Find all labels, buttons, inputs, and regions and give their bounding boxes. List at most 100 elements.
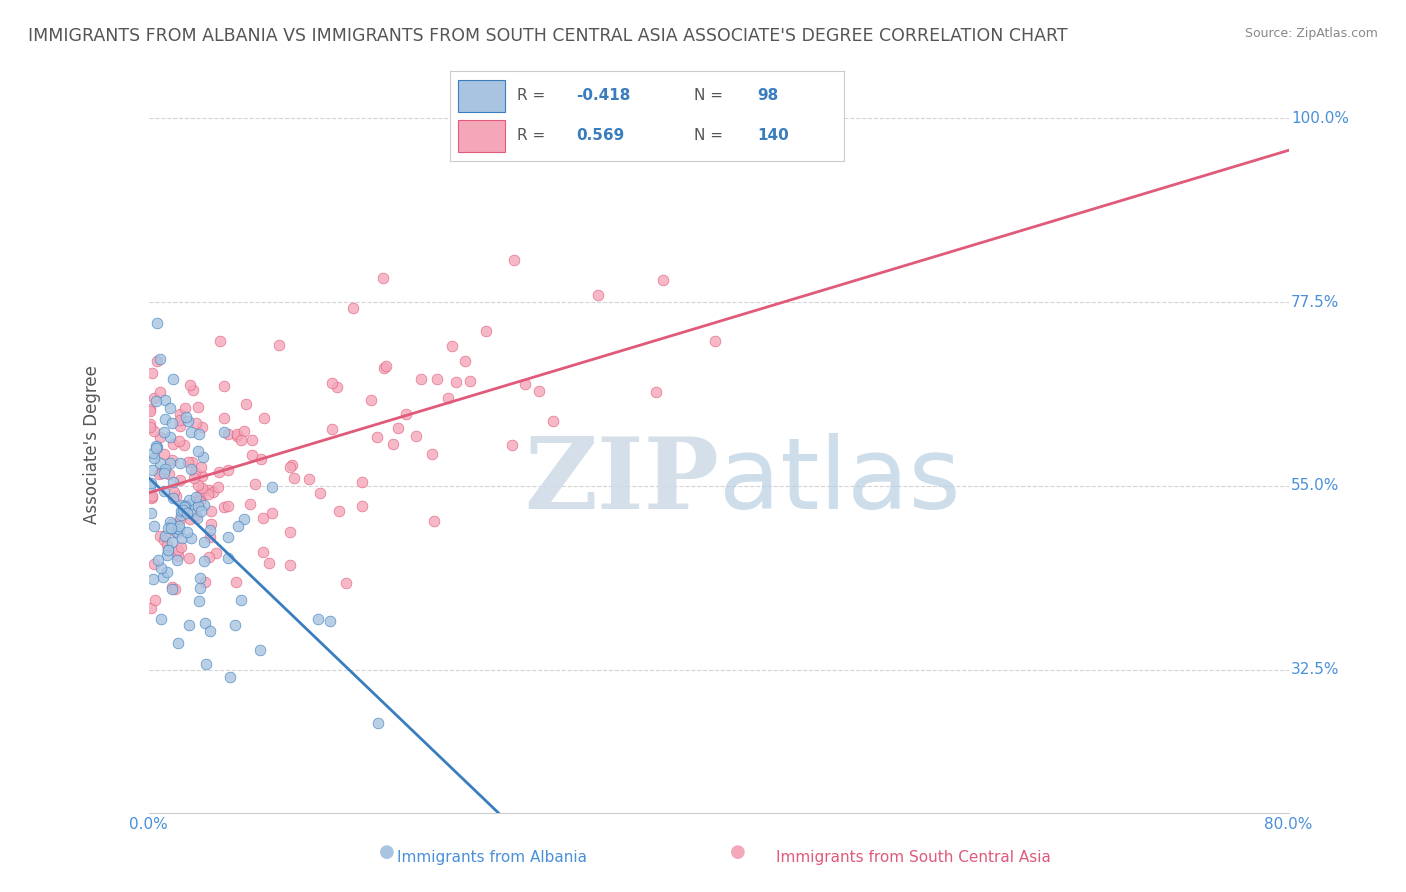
- Point: [208, 465, 231, 479]
- Point: [139, 401, 162, 416]
- Point: [187, 444, 209, 458]
- Point: [145, 393, 167, 408]
- Point: [143, 519, 166, 533]
- Point: [307, 612, 329, 626]
- Point: [252, 411, 274, 425]
- Point: [139, 601, 162, 615]
- Point: [444, 375, 467, 389]
- Text: 55.0%: 55.0%: [1291, 478, 1340, 493]
- Point: [193, 535, 215, 549]
- Point: [159, 456, 181, 470]
- Point: [395, 407, 418, 421]
- Point: [218, 670, 240, 684]
- Point: [183, 471, 205, 485]
- Point: [278, 524, 301, 539]
- Point: [298, 472, 321, 486]
- Point: [703, 334, 725, 349]
- Point: [159, 515, 181, 529]
- Point: [188, 491, 211, 506]
- Text: Immigrants from Albania: Immigrants from Albania: [396, 850, 588, 865]
- Point: [191, 481, 214, 495]
- Point: [163, 484, 186, 499]
- Point: [139, 417, 162, 431]
- Point: [187, 478, 209, 492]
- Point: [475, 324, 498, 338]
- Point: [458, 374, 481, 388]
- Point: [179, 492, 201, 507]
- Point: [177, 455, 200, 469]
- Point: [541, 414, 564, 428]
- Bar: [458, 120, 505, 152]
- Point: [172, 531, 194, 545]
- Point: [212, 500, 235, 514]
- Point: [176, 500, 198, 515]
- Point: [167, 542, 190, 557]
- Point: [184, 465, 207, 479]
- Point: [162, 582, 184, 596]
- Point: [374, 359, 396, 373]
- Point: [652, 273, 675, 287]
- Point: [180, 504, 202, 518]
- Point: [176, 524, 198, 539]
- Point: [188, 581, 211, 595]
- Point: [179, 378, 201, 392]
- Point: [174, 401, 197, 415]
- Point: [150, 466, 173, 480]
- Point: [153, 393, 176, 408]
- Point: [166, 552, 188, 566]
- Point: [208, 334, 231, 348]
- Point: [153, 462, 176, 476]
- Point: [146, 440, 169, 454]
- Point: [162, 491, 184, 506]
- Point: [188, 426, 211, 441]
- Point: [207, 480, 229, 494]
- Point: [267, 337, 290, 351]
- Bar: [458, 80, 505, 112]
- Point: [141, 463, 163, 477]
- Point: [141, 506, 163, 520]
- Point: [146, 553, 169, 567]
- Point: [152, 570, 174, 584]
- Point: [166, 524, 188, 539]
- Point: [177, 413, 200, 427]
- Text: ●: ●: [730, 843, 747, 861]
- Point: [217, 530, 239, 544]
- Point: [373, 360, 395, 375]
- Point: [143, 592, 166, 607]
- Point: [156, 548, 179, 562]
- Point: [367, 716, 389, 731]
- Point: [176, 506, 198, 520]
- Point: [156, 543, 179, 558]
- Point: [224, 618, 246, 632]
- Point: [165, 489, 187, 503]
- Point: [187, 400, 209, 414]
- Point: [245, 477, 267, 491]
- Point: [156, 520, 179, 534]
- Text: ZIP: ZIP: [524, 434, 718, 530]
- Point: [162, 453, 184, 467]
- Point: [197, 486, 219, 500]
- Point: [342, 301, 364, 315]
- Point: [257, 556, 280, 570]
- Point: [141, 489, 163, 503]
- Point: [281, 458, 304, 473]
- Point: [328, 504, 350, 518]
- Point: [169, 519, 191, 533]
- Point: [167, 636, 190, 650]
- Point: [149, 612, 172, 626]
- Point: [188, 494, 211, 508]
- Point: [319, 614, 342, 628]
- Point: [352, 475, 374, 489]
- Point: [156, 543, 179, 558]
- Point: [155, 412, 177, 426]
- Point: [204, 546, 226, 560]
- Point: [153, 466, 176, 480]
- Point: [440, 339, 463, 353]
- Point: [156, 537, 179, 551]
- Text: N =: N =: [695, 128, 723, 143]
- Point: [149, 430, 172, 444]
- Point: [186, 508, 208, 522]
- Point: [169, 512, 191, 526]
- Point: [186, 510, 208, 524]
- Point: [645, 384, 668, 399]
